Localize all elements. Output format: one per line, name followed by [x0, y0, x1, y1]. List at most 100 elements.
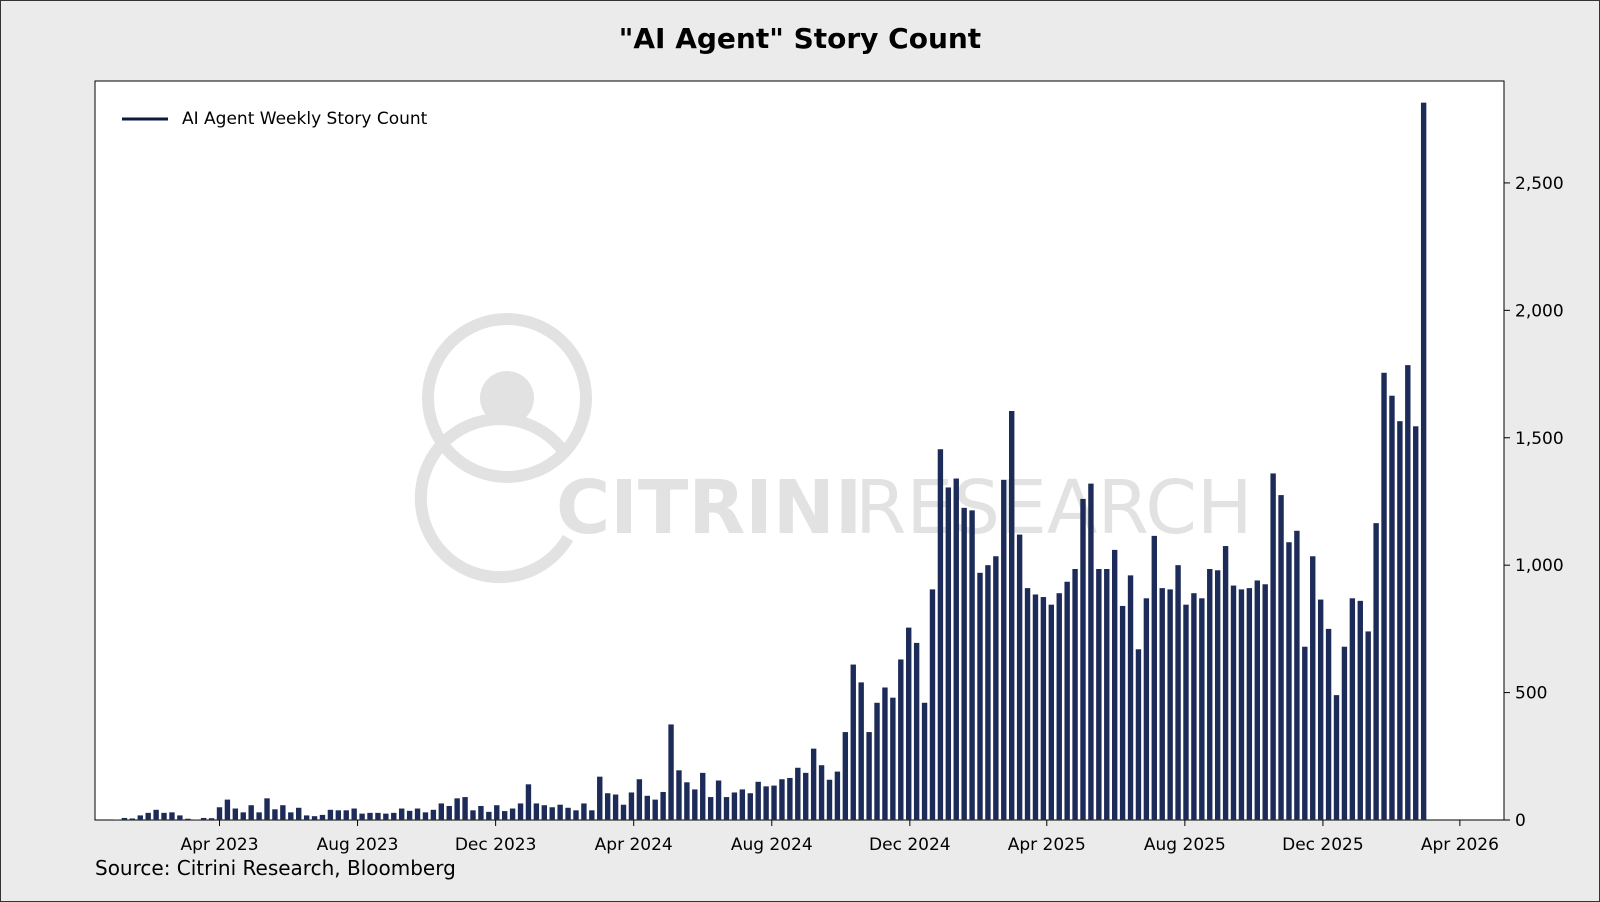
bar [945, 487, 952, 820]
bar [842, 732, 849, 820]
bar [549, 807, 555, 820]
bar [644, 795, 650, 820]
bar [264, 798, 270, 820]
bar [803, 772, 809, 820]
bar [921, 702, 928, 820]
bar [303, 815, 310, 820]
bar [604, 793, 611, 820]
bar [1317, 599, 1324, 820]
bar [707, 797, 714, 820]
bar [1064, 581, 1070, 820]
bar [929, 589, 936, 820]
bar [818, 765, 825, 820]
x-tick-label: Dec 2024 [869, 835, 951, 855]
bar [715, 780, 722, 820]
bar [1349, 598, 1356, 820]
bar-series [113, 102, 1427, 820]
bar [193, 819, 199, 820]
bar [692, 789, 698, 820]
bar [652, 799, 658, 820]
bar [319, 814, 326, 820]
bar [153, 809, 159, 820]
bar [216, 807, 223, 820]
bar [1135, 649, 1142, 820]
bar [399, 808, 405, 820]
bar [256, 812, 262, 820]
y-axis: 0 500 1,000 1,500 2,000 2,500 [1504, 174, 1564, 831]
bar [731, 792, 738, 820]
bar [636, 779, 643, 820]
watermark-head-icon [480, 371, 534, 425]
bar [810, 748, 817, 820]
x-tick-label: Aug 2023 [317, 835, 399, 855]
legend: AI Agent Weekly Story Count [122, 109, 428, 129]
bar [446, 805, 452, 820]
bar [1048, 604, 1055, 820]
bar [684, 782, 690, 820]
bar [1270, 473, 1276, 820]
bar [1127, 575, 1134, 820]
bar [668, 724, 674, 820]
bar [1214, 570, 1221, 820]
source-note: Source: Citrini Research, Bloomberg [95, 856, 456, 880]
bar [1222, 546, 1229, 820]
bar [906, 627, 912, 820]
bar [1191, 593, 1197, 820]
bar [1040, 597, 1047, 820]
watermark-ring-icon [422, 313, 592, 483]
bar [422, 812, 429, 820]
bar [1016, 534, 1023, 820]
bar [1389, 395, 1395, 820]
bar [1111, 549, 1118, 820]
bar [1199, 598, 1205, 820]
bar [454, 798, 460, 820]
bar [185, 818, 191, 820]
bar [351, 808, 357, 820]
bar [723, 797, 730, 820]
y-tick-label: 0 [1515, 811, 1526, 831]
bar [1167, 589, 1173, 820]
bar [628, 792, 635, 820]
bar [953, 478, 959, 820]
bar [1333, 695, 1340, 820]
bar [1310, 556, 1316, 820]
bar [208, 818, 215, 820]
bar [1056, 593, 1062, 820]
bar [1286, 542, 1292, 820]
bar [509, 808, 516, 820]
bar [335, 810, 342, 820]
bar [240, 812, 246, 820]
bar [1405, 365, 1411, 820]
bar [367, 812, 373, 820]
bar [169, 812, 175, 820]
bar [1420, 102, 1427, 820]
bar [993, 556, 999, 820]
bar [121, 817, 128, 820]
bar [406, 810, 413, 820]
bar [430, 809, 437, 820]
bar [597, 776, 603, 820]
bar [858, 682, 864, 820]
bar [1238, 589, 1245, 820]
bar [137, 815, 143, 820]
bar [779, 779, 785, 820]
bar [1096, 568, 1102, 820]
bar [478, 805, 484, 820]
bar [311, 816, 318, 820]
bar [541, 805, 547, 820]
bar [557, 804, 563, 820]
bar [1357, 600, 1363, 820]
x-tick-label: Dec 2025 [1282, 835, 1364, 855]
bar [1080, 498, 1086, 820]
bar [296, 807, 302, 820]
bar [1294, 530, 1300, 820]
bar [755, 781, 761, 820]
bar [581, 803, 587, 820]
y-tick-label: 1,500 [1515, 429, 1564, 449]
bar [272, 809, 278, 820]
y-tick-label: 1,000 [1515, 556, 1564, 576]
bar [383, 813, 389, 820]
bar [280, 805, 286, 820]
bar [1151, 535, 1157, 820]
